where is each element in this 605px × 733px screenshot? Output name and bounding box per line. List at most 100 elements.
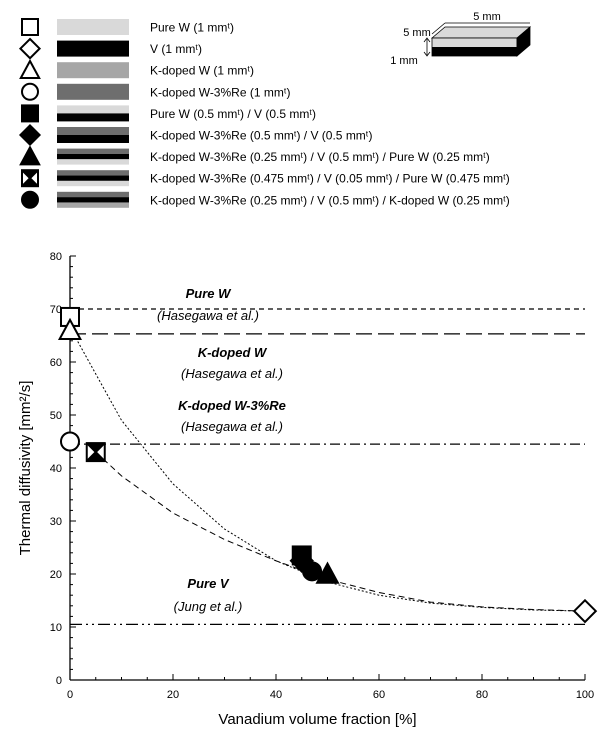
legend-swatch — [57, 62, 129, 79]
legend-marker-crossed-square — [21, 169, 39, 188]
legend-swatch — [57, 105, 129, 122]
legend-swatch — [57, 170, 129, 187]
data-point — [60, 431, 80, 452]
swatch-layer — [57, 159, 129, 165]
data-point — [302, 561, 323, 582]
sample-sketch: 5 mm 5 mm 1 mm — [390, 11, 532, 67]
legend-label: V (1 mmᵗ) — [150, 42, 202, 56]
point-crossed-square — [85, 442, 106, 463]
legend-label: K-doped W-3%Re (1 mmᵗ) — [150, 85, 290, 99]
y-tick-label: 50 — [50, 410, 62, 422]
y-tick-label: 0 — [56, 675, 62, 687]
x-tick-label: 0 — [67, 689, 73, 701]
x-tick-label: 40 — [270, 689, 282, 701]
x-tick-label: 80 — [476, 689, 488, 701]
legend-label: Pure W (0.5 mmᵗ) / V (0.5 mmᵗ) — [150, 107, 316, 121]
reference-source: (Jung et al.) — [174, 599, 243, 614]
thickness-arrows — [423, 37, 431, 57]
swatch-layer — [57, 170, 129, 176]
data-point — [85, 442, 106, 463]
legend-entry: V (1 mmᵗ) — [18, 37, 202, 60]
point-filled-diamond — [289, 548, 314, 573]
legend-label: K-doped W-3%Re (0.5 mmᵗ) / V (0.5 mmᵗ) — [150, 129, 372, 143]
legend-swatch — [57, 40, 129, 57]
legend-marker-open-diamond — [18, 37, 42, 60]
swatch-layer — [57, 127, 129, 135]
swatch-layer — [57, 62, 129, 79]
legend-entry: K-doped W-3%Re (0.25 mmᵗ) / V (0.5 mmᵗ) … — [21, 190, 510, 209]
swatch-layer — [57, 148, 129, 154]
swatch-layer — [57, 153, 129, 160]
x-axis-label: Vanadium volume fraction [%] — [218, 711, 416, 728]
swatch-layer — [57, 135, 129, 143]
swatch-layer — [57, 83, 129, 100]
legend-label: K-doped W-3%Re (0.25 mmᵗ) / V (0.5 mmᵗ) … — [150, 193, 510, 207]
y-tick-label: 60 — [50, 357, 62, 369]
sketch-front-top-layer — [432, 38, 517, 47]
legend-swatch — [57, 83, 129, 100]
plot-area: 0 10 20 30 40 50 60 70 80 0 20 40 60 80 100 Vanadium vo… — [17, 251, 598, 728]
y-tick-label: 70 — [50, 304, 62, 316]
reference-title: Pure V — [187, 576, 230, 591]
width-label: 5 mm — [473, 11, 501, 23]
legend-swatch — [57, 19, 129, 35]
fit-curve — [95, 451, 586, 612]
legend-entry: K-doped W-3%Re (0.25 mmᵗ) / V (0.5 mmᵗ) … — [19, 145, 490, 166]
sketch-top-face — [430, 26, 532, 39]
legend: Pure W (1 mmᵗ) V (1 mmᵗ) K-doped W (1 mmᵗ)… — [18, 18, 510, 209]
x-tick-label: 20 — [167, 689, 179, 701]
legend-label: K-doped W-3%Re (0.475 mmᵗ) / V (0.05 mmᵗ… — [150, 172, 510, 186]
x-tick-label: 100 — [576, 689, 594, 701]
legend-marker-filled-triangle — [19, 145, 41, 166]
swatch-layer — [57, 113, 129, 122]
legend-entry: K-doped W-3%Re (0.5 mmᵗ) / V (0.5 mmᵗ) — [18, 123, 372, 147]
sketch-front-outline — [431, 37, 518, 57]
reference-title: K-doped W-3%Re — [178, 398, 286, 413]
sketch-front-bottom-layer — [432, 47, 517, 56]
data-point — [315, 561, 340, 584]
y-tick-label: 40 — [50, 463, 62, 475]
reference-source: (Hasegawa et al.) — [181, 366, 283, 381]
y-axis-label: Thermal diffusivity [mm²/s] — [17, 381, 34, 556]
depth-label: 5 mm — [403, 27, 431, 39]
legend-label: K-doped W (1 mmᵗ) — [150, 64, 254, 78]
legend-marker-open-triangle — [19, 58, 41, 80]
legend-entry: K-doped W (1 mmᵗ) — [19, 58, 254, 80]
point-open-triangle — [57, 317, 83, 340]
data-point — [572, 598, 598, 624]
swatch-layer — [57, 175, 129, 181]
legend-entry: K-doped W-3%Re (0.475 mmᵗ) / V (0.05 mmᵗ… — [21, 169, 510, 188]
legend-marker-filled-diamond — [18, 123, 42, 147]
point-filled-circle — [302, 561, 323, 582]
depth-dimension-line — [431, 22, 446, 35]
swatch-layer — [57, 202, 129, 208]
thickness-label: 1 mm — [390, 55, 418, 67]
reference-title: K-doped W — [198, 345, 268, 360]
reference-source: (Hasegawa et al.) — [157, 308, 259, 323]
swatch-layer — [57, 40, 129, 57]
point-open-diamond — [572, 598, 598, 624]
legend-marker-filled-circle — [21, 190, 39, 209]
legend-marker-filled-square — [21, 104, 39, 123]
legend-entry: Pure W (1 mmᵗ) — [21, 18, 234, 36]
y-tick-label: 30 — [50, 516, 62, 528]
legend-swatch — [57, 127, 129, 143]
legend-entry: K-doped W-3%Re (1 mmᵗ) — [21, 82, 290, 101]
point-open-circle — [60, 431, 80, 452]
legend-label: K-doped W-3%Re (0.25 mmᵗ) / V (0.5 mmᵗ) … — [150, 150, 490, 164]
reference-title: Pure W — [186, 286, 233, 301]
legend-swatch — [57, 148, 129, 165]
legend-marker-open-circle — [21, 82, 39, 101]
swatch-layer — [57, 197, 129, 203]
swatch-layer — [57, 105, 129, 114]
y-tick-label: 20 — [50, 569, 62, 581]
x-tick-label: 60 — [373, 689, 385, 701]
reference-source: (Hasegawa et al.) — [181, 419, 283, 434]
y-tick-label: 80 — [50, 251, 62, 263]
data-point — [289, 548, 314, 573]
point-filled-triangle — [315, 561, 340, 584]
swatch-layer — [57, 191, 129, 198]
data-point — [57, 317, 83, 340]
y-tick-label: 10 — [50, 622, 62, 634]
